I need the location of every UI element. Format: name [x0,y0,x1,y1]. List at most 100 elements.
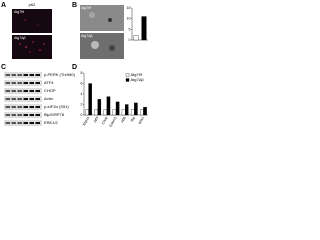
bar [112,109,117,116]
band [11,98,16,100]
bar [121,109,126,116]
x-tick-label: Xbp1s [82,116,91,127]
bar [88,83,92,116]
y-tick-label: 2 [81,102,83,106]
row-label: Atg7f/f [14,10,24,14]
micrograph [12,35,52,59]
bar [141,16,147,41]
panel-label: A [1,2,6,9]
bar [85,109,89,116]
blot-strip [4,72,42,78]
band [17,90,22,92]
band [29,98,34,100]
band [5,74,10,76]
band [5,82,10,84]
bar [124,104,129,116]
band [35,98,40,100]
em-image [80,5,124,31]
band-label: CHOP [44,88,56,93]
band [23,82,28,84]
row-label: Atg7Δβ [14,36,26,40]
band-label: Bip/GRP78 [44,112,65,117]
x-tick-label: Bip [130,116,136,122]
band [17,106,22,108]
x-tick-label: Edem1 [109,116,118,128]
bar [115,101,120,116]
band [23,74,28,76]
band [29,74,34,76]
band-label: ERK1/2 [44,120,59,125]
legend-swatch [125,73,130,77]
bar [133,35,139,41]
band [11,90,16,92]
legend-label: Atg7Δβ [131,77,145,82]
band [11,74,16,76]
x-tick-label: Atf4 [93,116,100,123]
figure: A p62 Atg7f/f Atg7Δβ B Atg7f/f Atg7Δβ C … [1,2,148,128]
row-label: Atg7f/f [81,6,91,10]
blot-strip [4,96,42,102]
blot-strip [4,104,42,110]
band-label: p-eIF2α (S51) [44,104,69,109]
bar [143,106,147,116]
band [17,82,22,84]
panel-label: C [1,64,6,71]
band [35,82,40,84]
blot-strip [4,120,42,126]
band [29,122,34,124]
band-label: Actin [44,96,53,101]
y-tick-label: 15 [127,6,131,10]
band [23,122,28,124]
puncta [19,19,45,53]
legend-swatch [125,78,130,82]
bar [130,109,135,116]
bar [103,109,108,116]
em-texture [89,12,115,51]
band [11,114,16,116]
band [23,114,28,116]
band [11,122,16,124]
blot-strip [4,80,42,86]
em-image [80,33,124,59]
band [29,82,34,84]
y-tick-label: 0 [129,38,131,42]
band [5,98,10,100]
band [5,122,10,124]
band [23,106,28,108]
band [5,90,10,92]
bar [140,109,144,116]
band [5,106,10,108]
band [5,114,10,116]
bar [97,99,102,116]
band [11,106,16,108]
band [29,90,34,92]
band [35,90,40,92]
y-tick-label: 5 [129,27,131,31]
panel-label: B [72,2,77,9]
page: A p62 Atg7f/f Atg7Δβ B Atg7f/f Atg7Δβ C … [1,1,148,128]
band [17,114,22,116]
y-tick-label: 0 [81,113,83,117]
band [35,106,40,108]
band [17,74,22,76]
x-tick-label: Wfs1 [138,116,145,125]
panel-label: D [72,64,77,71]
bar [134,102,138,116]
panel-title: p62 [29,2,36,7]
band-label: ATF4 [44,80,54,85]
bar [94,109,98,116]
bar [106,96,111,116]
band [17,98,22,100]
micrograph [12,9,52,33]
y-tick-label: 8 [81,71,83,75]
blot-strip [4,112,42,118]
band [17,122,22,124]
y-tick-label: 6 [81,81,83,85]
band [35,122,40,124]
band [35,74,40,76]
band [29,114,34,116]
x-tick-label: Atf6 [120,116,127,123]
y-tick-label: 4 [81,92,83,96]
y-tick-label: 10 [127,17,131,21]
band-label: p-PERK (Thr980) [44,72,76,77]
